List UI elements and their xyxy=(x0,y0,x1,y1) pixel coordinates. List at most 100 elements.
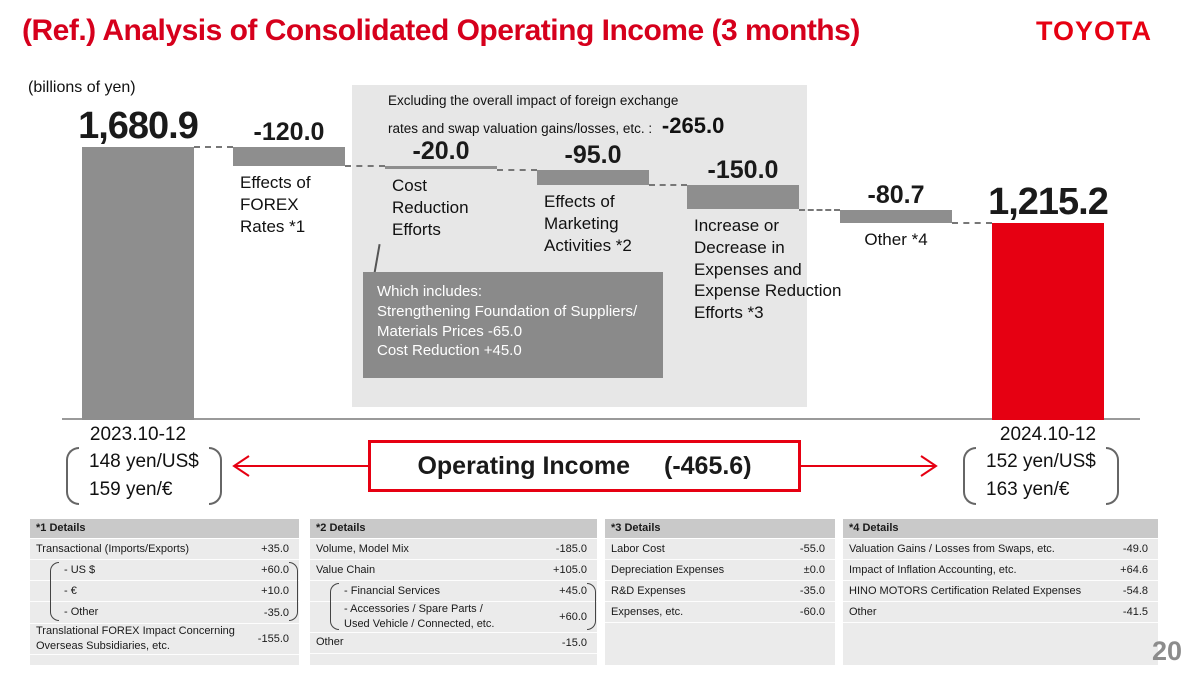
row-value: -54.8 xyxy=(1122,585,1148,597)
row-label: Value Chain xyxy=(316,563,376,576)
excluding-note-line2: rates and swap valuation gains/losses, e… xyxy=(388,120,653,136)
row-value: -185.0 xyxy=(555,543,587,555)
row-value: +10.0 xyxy=(261,585,289,597)
table-row: Transactional (Imports/Exports) +35.0 xyxy=(30,539,299,560)
table-row: - Accessories / Spare Parts / Used Vehic… xyxy=(310,602,597,632)
connector-forex xyxy=(345,165,385,167)
footnote-group: - US $ +60.0 - € +10.0 - Other -35.0 xyxy=(30,560,299,624)
bar-expenses xyxy=(687,185,799,209)
connector-marketing xyxy=(649,184,687,186)
footnote-table-header: *3 Details xyxy=(605,519,835,539)
bar-cost-reduction xyxy=(385,166,497,169)
fx-rates-left: 148 yen/US$ 159 yen/€ xyxy=(66,447,222,505)
footnote-table-header: *1 Details xyxy=(30,519,299,539)
row-label: - Accessories / Spare Parts / Used Vehic… xyxy=(344,603,495,630)
which-includes-line: Materials Prices -65.0 xyxy=(377,322,523,340)
toyota-logo: TOYOTA xyxy=(1036,16,1153,46)
table-row: Impact of Inflation Accounting, etc. +64.… xyxy=(843,560,1158,581)
table-row: - Other -35.0 xyxy=(30,602,299,623)
bar-sublabel-forex: Effects of FOREX Rates *1 xyxy=(240,173,311,236)
bracket-right-icon xyxy=(1105,447,1119,505)
connector-other xyxy=(952,222,992,224)
operating-income-box: Operating Income (-465.6) xyxy=(368,440,801,492)
table-row: Volume, Model Mix -185.0 xyxy=(310,539,597,560)
row-label: - Financial Services xyxy=(344,584,440,597)
row-value: +45.0 xyxy=(559,585,587,597)
table-row: R&D Expenses -35.0 xyxy=(605,581,835,602)
footnote-table-header: *4 Details xyxy=(843,519,1158,539)
period-label-left: 2023.10-12 xyxy=(89,424,187,445)
bracket-right-icon xyxy=(208,447,222,505)
connector-start-2023 xyxy=(194,146,233,148)
usd-rate-left: 148 yen/US$ xyxy=(89,451,199,472)
row-label: Other xyxy=(849,605,877,618)
row-label: - Other xyxy=(64,606,99,619)
row-label: Transactional (Imports/Exports) xyxy=(36,542,190,555)
bar-value-marketing: -95.0 xyxy=(564,141,622,169)
row-label: Translational FOREX Impact Concerning Ov… xyxy=(36,625,235,652)
row-value: +105.0 xyxy=(553,564,587,576)
row-value: -41.5 xyxy=(1122,606,1148,618)
eur-rate-left: 159 yen/€ xyxy=(89,479,173,500)
which-includes-line: Strengthening Foundation of Suppliers/ xyxy=(377,302,638,320)
table-row: Labor Cost -55.0 xyxy=(605,539,835,560)
table-row: - US $ +60.0 xyxy=(30,560,299,581)
table-row: Value Chain +105.0 xyxy=(310,560,597,581)
row-label: Valuation Gains / Losses from Swaps, etc… xyxy=(849,542,1055,555)
usd-rate-right: 152 yen/US$ xyxy=(986,451,1096,472)
row-label: HINO MOTORS Certification Related Expens… xyxy=(849,584,1082,597)
row-value: +64.6 xyxy=(1120,564,1148,576)
row-value: +60.0 xyxy=(559,610,587,623)
row-label: Other xyxy=(316,636,344,649)
row-label: Labor Cost xyxy=(611,542,665,555)
group-bracket-left-icon xyxy=(50,562,59,621)
row-value: -155.0 xyxy=(257,632,289,645)
bar-sublabel-other: Other *4 xyxy=(864,230,928,249)
bar-sublabel-marketing: Effects of Marketing Activities *2 xyxy=(544,192,632,255)
row-label: Impact of Inflation Accounting, etc. xyxy=(849,563,1017,576)
footnote-table-2: *2 Details Volume, Model Mix -185.0 Value C… xyxy=(310,519,597,665)
row-label: - € xyxy=(64,584,77,597)
row-value: -55.0 xyxy=(799,543,825,555)
bar-value-start-2023: 1,680.9 xyxy=(78,105,199,147)
footnote-group: - Financial Services +45.0 - Accessories /… xyxy=(310,581,597,633)
bar-value-expenses: -150.0 xyxy=(707,156,779,184)
period-label-right: 2024.10-12 xyxy=(999,424,1097,445)
group-bracket-left-icon xyxy=(330,583,339,630)
connector-cost-reduction xyxy=(497,169,537,171)
right-arrow-icon xyxy=(800,455,938,477)
row-value: -49.0 xyxy=(1122,543,1148,555)
bar-start-2023 xyxy=(82,147,194,420)
table-row: Expenses, etc. -60.0 xyxy=(605,602,835,623)
page-number: 20 xyxy=(1152,636,1183,666)
row-value: -15.0 xyxy=(561,636,587,649)
left-arrow-icon xyxy=(232,455,370,477)
bar-forex xyxy=(233,147,345,166)
operating-income-label: Operating Income xyxy=(417,451,630,480)
which-includes-line: Cost Reduction +45.0 xyxy=(377,342,522,360)
row-value: +35.0 xyxy=(261,543,289,555)
bar-value-cost-reduction: -20.0 xyxy=(412,137,470,165)
row-label: Expenses, etc. xyxy=(611,605,684,618)
footnote-table-1: *1 Details Transactional (Imports/Exports… xyxy=(30,519,299,665)
operating-income-value: (-465.6) xyxy=(664,451,752,480)
row-label: Volume, Model Mix xyxy=(316,542,409,555)
which-includes-line: Which includes: xyxy=(377,283,483,300)
connector-expenses xyxy=(799,209,840,211)
bar-other xyxy=(840,210,952,223)
bracket-left-icon xyxy=(963,447,976,505)
row-label: R&D Expenses xyxy=(611,584,686,597)
table-row: - Financial Services +45.0 xyxy=(310,581,597,602)
row-label: - US $ xyxy=(64,563,96,576)
row-value: ±0.0 xyxy=(803,564,825,576)
excluding-note-value: -265.0 xyxy=(661,112,725,138)
eur-rate-right: 163 yen/€ xyxy=(986,479,1070,500)
group-bracket-right-icon xyxy=(587,583,596,630)
group-bracket-right-icon xyxy=(289,562,298,621)
row-value: -35.0 xyxy=(263,606,289,619)
row-value: +60.0 xyxy=(261,564,289,576)
fx-rates-right: 152 yen/US$ 163 yen/€ xyxy=(963,447,1119,505)
table-row: Other -41.5 xyxy=(843,602,1158,623)
bar-sublabel-expenses: Increase or Decrease in Expenses and Exp… xyxy=(694,216,842,322)
